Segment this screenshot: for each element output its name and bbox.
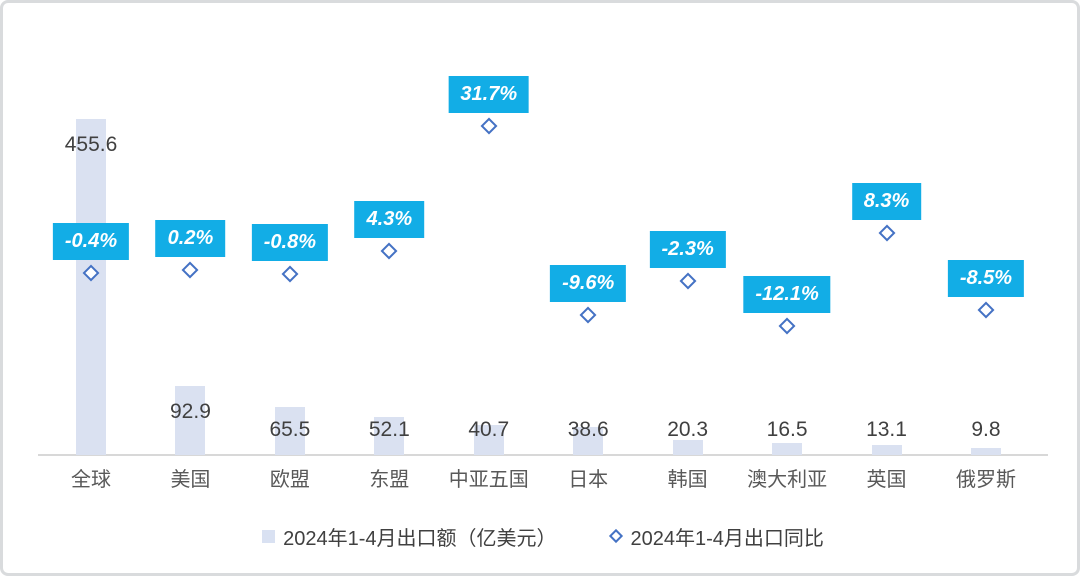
category-label: 英国 bbox=[866, 469, 907, 491]
yoy-label-box: -8.5% bbox=[947, 259, 1025, 297]
bar-8 bbox=[772, 442, 803, 455]
bar-1 bbox=[76, 118, 106, 455]
category-label: 中亚五国 bbox=[448, 469, 529, 491]
yoy-label-box: 4.3% bbox=[354, 201, 425, 239]
yoy-label-box: 8.3% bbox=[851, 182, 922, 220]
bar-value-label: 16.5 bbox=[766, 418, 808, 441]
bar-3 bbox=[274, 406, 305, 455]
diamond-marker-icon bbox=[878, 224, 896, 242]
bar-value-label: 40.7 bbox=[468, 418, 510, 441]
bar-6 bbox=[573, 426, 604, 455]
legend-label-yoy: 2024年1-4月出口同比 bbox=[630, 527, 824, 550]
category-label: 全球 bbox=[71, 469, 111, 491]
diamond-marker-icon bbox=[778, 317, 796, 335]
yoy-label-box: 31.7% bbox=[448, 75, 530, 113]
bar-4 bbox=[374, 416, 405, 455]
export-combo-chart: 455.6 全球 -0.4% 92.9 美国 0.2% 65.5 欧盟 -0.8% 52.1 东盟 4… bbox=[3, 3, 1077, 573]
yoy-label-box: -9.6% bbox=[550, 264, 627, 302]
bar-value-label: 455.6 bbox=[64, 132, 118, 156]
x-axis-line bbox=[38, 454, 1048, 456]
bar-series-swatch-icon bbox=[262, 529, 276, 543]
category-label: 日本 bbox=[568, 469, 609, 491]
category-label: 东盟 bbox=[369, 469, 410, 491]
legend-item-yoy: 2024年1-4月出口同比 bbox=[608, 522, 824, 551]
legend-label-export-value: 2024年1-4月出口额（亿美元） bbox=[283, 527, 557, 550]
category-label: 俄罗斯 bbox=[955, 469, 1016, 491]
yoy-label-box: -0.4% bbox=[52, 222, 130, 260]
bar-value-label: 20.3 bbox=[667, 418, 709, 441]
bar-value-label: 65.5 bbox=[269, 418, 311, 441]
diamond-marker-icon bbox=[679, 272, 697, 290]
yoy-label-box: -12.1% bbox=[743, 275, 831, 313]
bar-10 bbox=[970, 447, 1001, 455]
diamond-marker-icon bbox=[380, 242, 398, 260]
bar-7 bbox=[672, 440, 703, 455]
legend-item-export-value: 2024年1-4月出口额（亿美元） bbox=[262, 522, 557, 551]
diamond-marker-icon bbox=[480, 117, 498, 135]
diamond-marker-icon bbox=[281, 265, 299, 283]
legend: 2024年1-4月出口额（亿美元） 2024年1-4月出口同比 bbox=[3, 521, 1077, 551]
category-label: 美国 bbox=[170, 469, 211, 491]
bar-2 bbox=[175, 386, 206, 455]
yoy-label-box: 0.2% bbox=[155, 219, 226, 257]
category-label: 欧盟 bbox=[269, 469, 310, 491]
bar-5 bbox=[473, 424, 504, 455]
diamond-marker-icon bbox=[977, 301, 995, 318]
bar-9 bbox=[871, 445, 902, 455]
bar-value-label: 52.1 bbox=[368, 418, 410, 441]
diamond-marker-icon bbox=[181, 261, 199, 279]
bar-value-label: 92.9 bbox=[170, 400, 211, 424]
yoy-label-box: -2.3% bbox=[649, 231, 726, 269]
bar-value-label: 9.8 bbox=[971, 418, 1001, 441]
category-label: 韩国 bbox=[667, 469, 708, 491]
diamond-series-swatch-icon bbox=[608, 528, 623, 544]
diamond-marker-icon bbox=[579, 306, 597, 324]
category-label: 澳大利亚 bbox=[747, 469, 828, 491]
bar-value-label: 13.1 bbox=[866, 418, 907, 441]
bar-value-label: 38.6 bbox=[567, 418, 609, 441]
yoy-label-box: -0.8% bbox=[251, 224, 328, 262]
